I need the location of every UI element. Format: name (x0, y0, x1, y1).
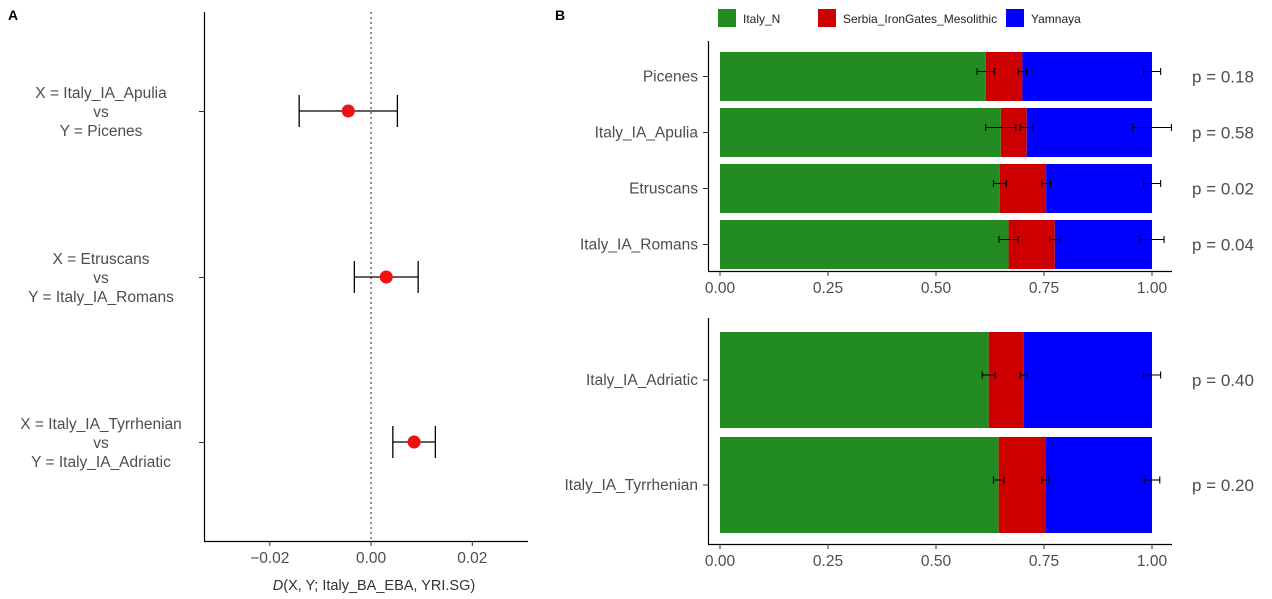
x-tick-label: 0.00 (705, 280, 736, 297)
bar-segment (720, 164, 1000, 213)
legend-label: Italy_N (743, 12, 780, 26)
legend-label: Yamnaya (1031, 12, 1081, 26)
bar-segment (1045, 437, 1152, 533)
bar-segment (720, 52, 986, 101)
bar-group: Italy_IA_Adriatic p = 0.40 Italy_IA_Tyrrhe… (564, 318, 1254, 570)
panel-a-x-axis-title: D(X, Y; Italy_BA_EBA, YRI.SG) (273, 578, 475, 594)
x-tick-label: 0.75 (1029, 553, 1059, 570)
estimate-point (407, 435, 421, 449)
x-tick-label: 0.02 (457, 550, 487, 567)
p-value: p = 0.04 (1192, 236, 1254, 255)
legend-swatch (718, 9, 736, 27)
legend-label: Serbia_IronGates_Mesolithic (843, 12, 997, 26)
x-tick-label: 0.50 (921, 280, 952, 297)
bar-segment (985, 52, 1023, 101)
row-label-line: X = Etruscans (53, 251, 150, 268)
row-label-line: vs (93, 270, 109, 287)
x-axis-title-italic: D (273, 578, 283, 594)
row-label-line: Y = Picenes (60, 123, 143, 140)
bar-segment (1008, 220, 1055, 269)
panel-b-groups: Picenes p = 0.18 Italy_IA_Apulia p = 0.58 Et… (564, 41, 1254, 570)
estimate-point (341, 104, 355, 118)
x-tick-label: −0.02 (250, 550, 289, 567)
bar-label: Etruscans (629, 181, 698, 198)
x-tick-label: 0.25 (813, 280, 843, 297)
bar-segment (720, 220, 1009, 269)
bar-segment (1022, 52, 1152, 101)
bar-segment (1000, 108, 1027, 157)
panel-b: B Italy_N Serbia_IronGates_Mesolithic Yamn… (555, 7, 1254, 570)
panel-b-letter: B (555, 7, 565, 23)
x-tick-label: 0.25 (813, 553, 843, 570)
panel-a-x-ticks: −0.02 0.00 0.02 (250, 541, 487, 567)
x-tick-label: 1.00 (1137, 280, 1168, 297)
bar-segment (1054, 220, 1152, 269)
legend: Italy_N Serbia_IronGates_Mesolithic Yamnay… (718, 9, 1081, 27)
row-label-line: Y = Italy_IA_Adriatic (31, 454, 171, 471)
bar-label: Italy_IA_Apulia (595, 125, 699, 142)
p-value: p = 0.40 (1192, 371, 1254, 390)
x-tick-label: 0.75 (1029, 280, 1059, 297)
bar-segment (720, 437, 999, 533)
p-value: p = 0.20 (1192, 476, 1254, 495)
bar-label: Italy_IA_Adriatic (586, 372, 698, 389)
row-label: X = Etruscans vs Y = Italy_IA_Romans (28, 251, 174, 306)
row-label-line: vs (93, 104, 109, 121)
bar-segment (999, 164, 1047, 213)
bar-segment (988, 332, 1024, 428)
bar-segment (720, 332, 989, 428)
x-tick-label: 0.00 (705, 553, 736, 570)
legend-swatch (818, 9, 836, 27)
legend-swatch (1006, 9, 1024, 27)
p-value: p = 0.02 (1192, 180, 1254, 199)
row-label-line: vs (93, 435, 109, 452)
row-label-line: X = Italy_IA_Tyrrhenian (20, 416, 182, 433)
bar-label: Picenes (643, 69, 698, 86)
bar-segment (1046, 164, 1152, 213)
bar-group: Picenes p = 0.18 Italy_IA_Apulia p = 0.58 Et… (580, 41, 1254, 297)
bar-label: Italy_IA_Romans (580, 237, 698, 254)
x-tick-label: 0.50 (921, 553, 952, 570)
bar-segment (998, 437, 1046, 533)
row-label-line: Y = Italy_IA_Romans (28, 289, 174, 306)
p-value: p = 0.58 (1192, 124, 1254, 143)
x-axis-title-rest: (X, Y; Italy_BA_EBA, YRI.SG) (283, 578, 475, 594)
panel-a-letter: A (8, 7, 18, 23)
panel-a-marks (298, 95, 437, 458)
estimate-point (379, 270, 393, 284)
x-tick-label: 1.00 (1137, 553, 1168, 570)
x-tick-label: 0.00 (356, 550, 387, 567)
bar-segment (1023, 332, 1152, 428)
p-value: p = 0.18 (1192, 68, 1254, 87)
bar-segment (720, 108, 1001, 157)
bar-label: Italy_IA_Tyrrhenian (564, 477, 698, 494)
row-label-line: X = Italy_IA_Apulia (35, 85, 167, 102)
bar-segment (1026, 108, 1152, 157)
